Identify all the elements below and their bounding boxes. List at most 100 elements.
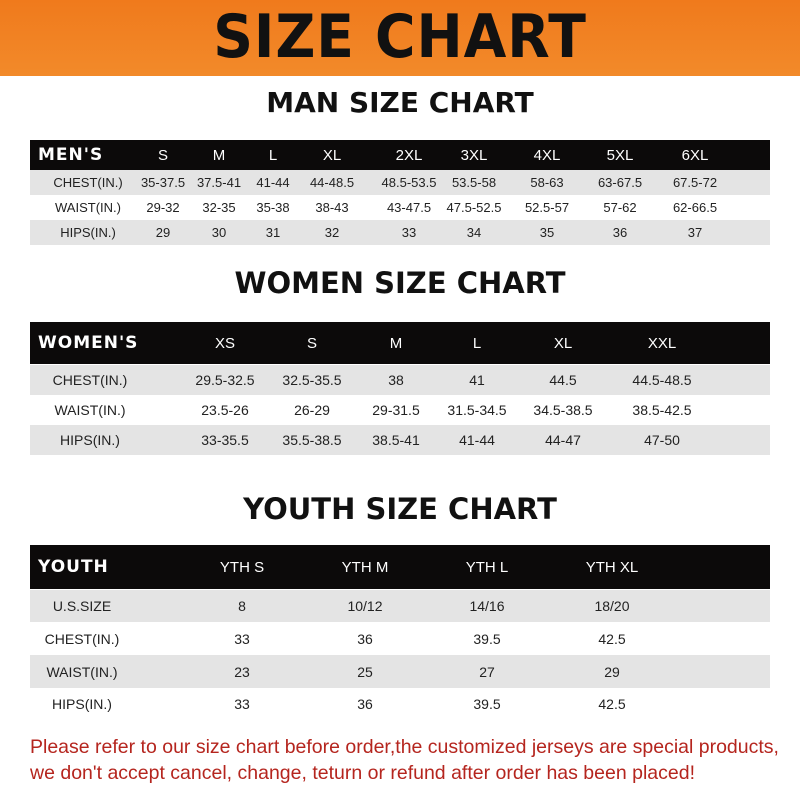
table-cell: 36 <box>357 630 373 647</box>
table-cell: 47-50 <box>644 432 680 448</box>
table-row: HIPS(IN.) 33-35.5 35.5-38.5 38.5-41 41-44 44-… <box>30 425 770 455</box>
women-title: WOMEN SIZE CHART <box>234 266 566 300</box>
size-column-header: L <box>268 146 278 164</box>
table-cell: 32 <box>324 225 340 240</box>
size-column-header: XXL <box>647 334 677 352</box>
measurement-label: U.S.SIZE <box>52 598 112 614</box>
table-cell: 29.5-32.5 <box>195 372 255 388</box>
size-column-header: XS <box>214 334 235 352</box>
footer-line-1: Please refer to our size chart before or… <box>30 736 779 758</box>
table-cell: 14/16 <box>469 598 505 614</box>
size-column-header: XL <box>322 146 342 164</box>
table-cell: 23.5-26 <box>201 402 249 418</box>
measurement-label: WAIST(IN.) <box>54 402 126 418</box>
table-cell: 57-62 <box>603 200 637 215</box>
table-cell: 35-38 <box>256 200 290 215</box>
table-row: WAIST(IN.) 23.5-26 26-29 29-31.5 31.5-34.5 34… <box>30 395 770 425</box>
youth-title: YOUTH SIZE CHART <box>243 492 557 526</box>
size-column-header: S <box>157 146 168 164</box>
table-cell: 52.5-57 <box>524 200 570 215</box>
table-cell: 32.5-35.5 <box>282 372 342 388</box>
table-header-label: YOUTH <box>38 557 109 577</box>
table-cell: 35 <box>539 225 555 240</box>
table-cell: 58-63 <box>530 175 564 190</box>
table-cell: 38.5-42.5 <box>632 402 692 418</box>
men-title: MAN SIZE CHART <box>266 86 534 119</box>
table-cell: 35.5-38.5 <box>282 432 342 448</box>
table-row: WAIST(IN.) 29-32 32-35 35-38 38-43 43-47.5 47.… <box>30 195 770 220</box>
table-row: HIPS(IN.) 33 36 39.5 42.5 <box>30 688 770 719</box>
table-cell: 27 <box>479 663 495 680</box>
table-cell: 67.5-72 <box>672 175 718 190</box>
table-cell: 42.5 <box>598 695 626 712</box>
table-cell: 29 <box>155 225 171 240</box>
table-cell: 34 <box>466 225 482 240</box>
size-column-header: 2XL <box>395 146 423 164</box>
table-cell: 37 <box>687 225 703 240</box>
table-cell: 41-44 <box>256 175 290 190</box>
table-cell: 29-32 <box>146 200 180 215</box>
table-cell: 44.5 <box>549 372 577 388</box>
measurement-label: CHEST(IN.) <box>44 630 120 647</box>
size-column-header: YTH M <box>341 558 389 576</box>
table-cell: 41 <box>469 372 485 388</box>
measurement-label: HIPS(IN.) <box>60 432 120 448</box>
measurement-label: WAIST(IN.) <box>46 663 118 680</box>
table-cell: 33-35.5 <box>201 432 249 448</box>
table-cell: 26-29 <box>294 402 330 418</box>
table-cell: 32-35 <box>202 200 236 215</box>
table-cell: 31.5-34.5 <box>447 402 507 418</box>
measurement-label: WAIST(IN.) <box>55 200 121 215</box>
size-column-header: YTH XL <box>585 558 639 576</box>
size-column-header: XL <box>553 334 573 352</box>
size-column-header: YTH L <box>465 558 509 576</box>
table-cell: 43-47.5 <box>386 200 432 215</box>
table-cell: 41-44 <box>459 432 495 448</box>
size-column-header: M <box>212 146 226 164</box>
table-row: CHEST(IN.) 33 36 39.5 42.5 <box>30 622 770 655</box>
table-cell: 29 <box>604 663 620 680</box>
measurement-label: CHEST(IN.) <box>52 372 128 388</box>
table-cell: 33 <box>234 630 250 647</box>
table-cell: 10/12 <box>347 598 383 614</box>
measurement-label: CHEST(IN.) <box>53 175 123 190</box>
table-header-label: WOMEN'S <box>38 333 139 353</box>
table-row: CHEST(IN.) 29.5-32.5 32.5-35.5 38 41 44.5 44.5… <box>30 365 770 395</box>
table-header-label: MEN'S <box>38 145 104 165</box>
table-cell: 39.5 <box>473 695 501 712</box>
banner: SIZE CHART <box>0 0 800 76</box>
table-cell: 63-67.5 <box>597 175 643 190</box>
table-row: HIPS(IN.) 29 30 31 32 33 34 35 36 37 <box>30 220 770 245</box>
table-cell: 34.5-38.5 <box>533 402 593 418</box>
table-cell: 38.5-41 <box>372 432 420 448</box>
size-column-header: 5XL <box>606 146 634 164</box>
table-cell: 48.5-53.5 <box>381 175 437 190</box>
table-cell: 8 <box>238 598 246 614</box>
table-cell: 35-37.5 <box>140 175 186 190</box>
table-cell: 31 <box>265 225 281 240</box>
size-column-header: L <box>472 334 482 352</box>
size-column-header: M <box>389 334 403 352</box>
size-column-header: YTH S <box>219 558 265 576</box>
table-header-row: WOMEN'S XS S M L XL XXL <box>30 322 770 364</box>
table-row: U.S.SIZE 8 10/12 14/16 18/20 <box>30 590 770 622</box>
measurement-label: HIPS(IN.) <box>60 225 116 240</box>
table-cell: 33 <box>401 225 417 240</box>
table-cell: 25 <box>357 663 373 680</box>
size-column-header: S <box>306 334 317 352</box>
table-row: CHEST(IN.) 35-37.5 37.5-41 41-44 44-48.5 48.5… <box>30 170 770 195</box>
table-cell: 47.5-52.5 <box>446 200 502 215</box>
table-cell: 33 <box>234 695 250 712</box>
table-cell: 23 <box>234 663 250 680</box>
footer-notice: Please refer to our size chart before or… <box>30 734 790 786</box>
size-column-header: 3XL <box>460 146 488 164</box>
table-cell: 62-66.5 <box>672 200 718 215</box>
table-cell: 29-31.5 <box>372 402 420 418</box>
banner-title: SIZE CHART <box>213 2 587 72</box>
table-cell: 42.5 <box>598 630 626 647</box>
table-header-row: MEN'S S M L XL 2XL 3XL 4XL 5XL 6XL <box>30 140 770 170</box>
measurement-label: HIPS(IN.) <box>52 695 112 712</box>
table-header-row: YOUTH YTH S YTH M YTH L YTH XL <box>30 545 770 589</box>
table-cell: 18/20 <box>594 598 630 614</box>
table-cell: 44-48.5 <box>309 175 355 190</box>
